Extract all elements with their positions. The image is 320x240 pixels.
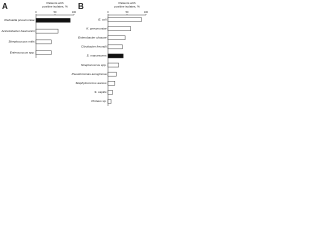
x-tick-label: 0 — [107, 11, 109, 14]
y-tick-label: S. marcescens — [87, 54, 107, 58]
x-tick-label: 50 — [126, 11, 129, 14]
x-tick-label: 0 — [35, 11, 37, 14]
y-tick-label: Enterobacter cloacae — [78, 36, 107, 40]
y-tick-label: E. coli — [98, 17, 107, 21]
panel-label: A — [2, 2, 8, 11]
y-tick-label: Klebsiella pneumoniae — [4, 18, 35, 22]
y-tick-label: Staphylococcus aureus — [75, 81, 107, 85]
bar — [35, 39, 52, 45]
bar — [107, 90, 113, 95]
bar — [107, 81, 116, 86]
x-tick-label: 50 — [54, 11, 57, 14]
bar — [107, 17, 142, 22]
y-tick-label: Citrobacter freundii — [81, 45, 107, 49]
y-tick-label: Streptococcus mitis — [8, 40, 35, 44]
y-tick-label: Proteus sp. — [91, 99, 106, 103]
bar — [107, 62, 119, 68]
x-tick-label: 100 — [72, 11, 77, 14]
bar — [107, 99, 112, 104]
y-tick-label: Enterococcus spp. — [10, 50, 35, 54]
axis-title: positive isolates, % — [114, 4, 140, 8]
bar — [107, 71, 117, 77]
axis-title: Patients with — [46, 1, 63, 5]
bar — [107, 26, 131, 31]
bar — [107, 53, 124, 59]
y-tick-label: S. capitis — [94, 90, 107, 94]
bar — [35, 50, 52, 55]
axis-title: positive isolates, % — [42, 4, 68, 8]
bar — [35, 28, 59, 34]
bar — [35, 18, 71, 23]
bar — [107, 44, 123, 50]
y-tick-label: Pseudomonas aeruginosa — [72, 72, 107, 76]
y-tick-label: Acinetobacter baumannii — [0, 29, 34, 33]
y-tick-label: K. pneumoniae — [86, 26, 107, 30]
y-tick-label: Streptococcus spp. — [81, 63, 107, 67]
bar — [107, 35, 126, 40]
background — [0, 0, 150, 109]
panel-label: B — [78, 2, 84, 11]
axis-title: Patients with — [118, 1, 135, 5]
x-tick-label: 100 — [144, 11, 149, 14]
